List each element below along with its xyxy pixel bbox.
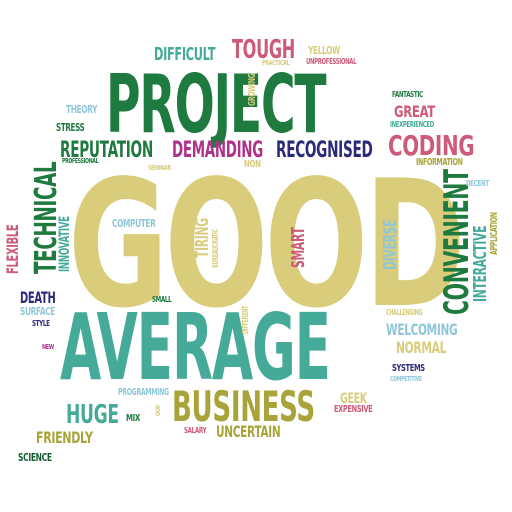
word-seminar: SEMINAR <box>148 164 171 172</box>
word-welcoming: WELCOMING <box>386 320 458 339</box>
word-tiring: TIRING <box>192 218 213 258</box>
word-practical: PRACTICAL <box>262 59 290 67</box>
word-new: NEW <box>42 343 54 351</box>
word-professional: PROFESSIONAL <box>62 157 99 165</box>
word-tough: TOUGH <box>232 35 295 65</box>
word-recognised: RECOGNISED <box>276 138 373 163</box>
word-demanding: DEMANDING <box>172 138 263 163</box>
word-science: SCIENCE <box>18 451 52 464</box>
word-convenient: CONVENIENT <box>437 169 477 315</box>
word-uncertain: UNCERTAIN <box>216 422 281 441</box>
word-bureaucratic: BUREAUCRATIC <box>211 229 220 268</box>
word-small: SMALL <box>152 295 172 304</box>
word-pretentious: PRETENTIOUS <box>341 218 350 254</box>
word-friendly: FRIENDLY <box>36 428 93 447</box>
word-decent: DECENT <box>466 179 489 188</box>
word-huge: HUGE <box>66 400 119 430</box>
word-competitive: COMPETITIVE <box>390 375 422 383</box>
word-okay: OKAY <box>155 404 162 416</box>
word-style: STYLE <box>32 319 50 328</box>
word-surface: SURFACE <box>20 305 55 318</box>
word-information: INFORMATION <box>416 157 463 168</box>
word-inexperienced: INEXPERIENCED <box>390 120 434 129</box>
word-innovative: INNOVATIVE <box>57 216 73 272</box>
word-systems: SYSTEMS <box>392 363 425 374</box>
word-average: AVERAGE <box>60 294 331 401</box>
word-good: GOOD <box>68 144 466 347</box>
word-application: APPLICATION <box>489 212 500 255</box>
word-business: BUSINESS <box>172 382 315 431</box>
word-great: GREAT <box>394 102 435 121</box>
word-coding: CODING <box>388 129 475 162</box>
word-stress: STRESS <box>56 121 85 134</box>
word-reputation: REPUTATION <box>60 138 153 163</box>
word-fantastic: FANTASTIC <box>392 90 423 99</box>
word-mix: MIX <box>126 413 140 424</box>
word-growing: GROWING <box>247 73 258 106</box>
word-normal: NORMAL <box>396 338 447 357</box>
word-challenging: CHALLENGING <box>386 308 423 317</box>
word-flexible: FLEXIBLE <box>3 224 22 274</box>
word-different: DIFFERENT <box>241 305 250 334</box>
word-death: DEATH <box>20 288 56 307</box>
word-smart: SMART <box>288 227 309 268</box>
word-salary: SALARY <box>184 426 207 435</box>
word-expensive: EXPENSIVE <box>334 404 373 415</box>
word-diverse: DIVERSE <box>380 219 401 270</box>
word-yellow: YELLOW <box>308 44 340 57</box>
word-theory: THEORY <box>66 103 98 116</box>
word-non: NON <box>244 159 261 170</box>
word-project: PROJECT <box>106 58 327 151</box>
word-interactive: INTERACTIVE <box>470 225 491 302</box>
word-geek: GEEK <box>340 391 367 407</box>
word-unprofessional: UNPROFESSIONAL <box>306 57 357 66</box>
word-programming: PROGRAMMING <box>118 387 169 398</box>
word-difficult: DIFFICULT <box>154 44 216 65</box>
word-computer: COMPUTER <box>112 217 156 230</box>
